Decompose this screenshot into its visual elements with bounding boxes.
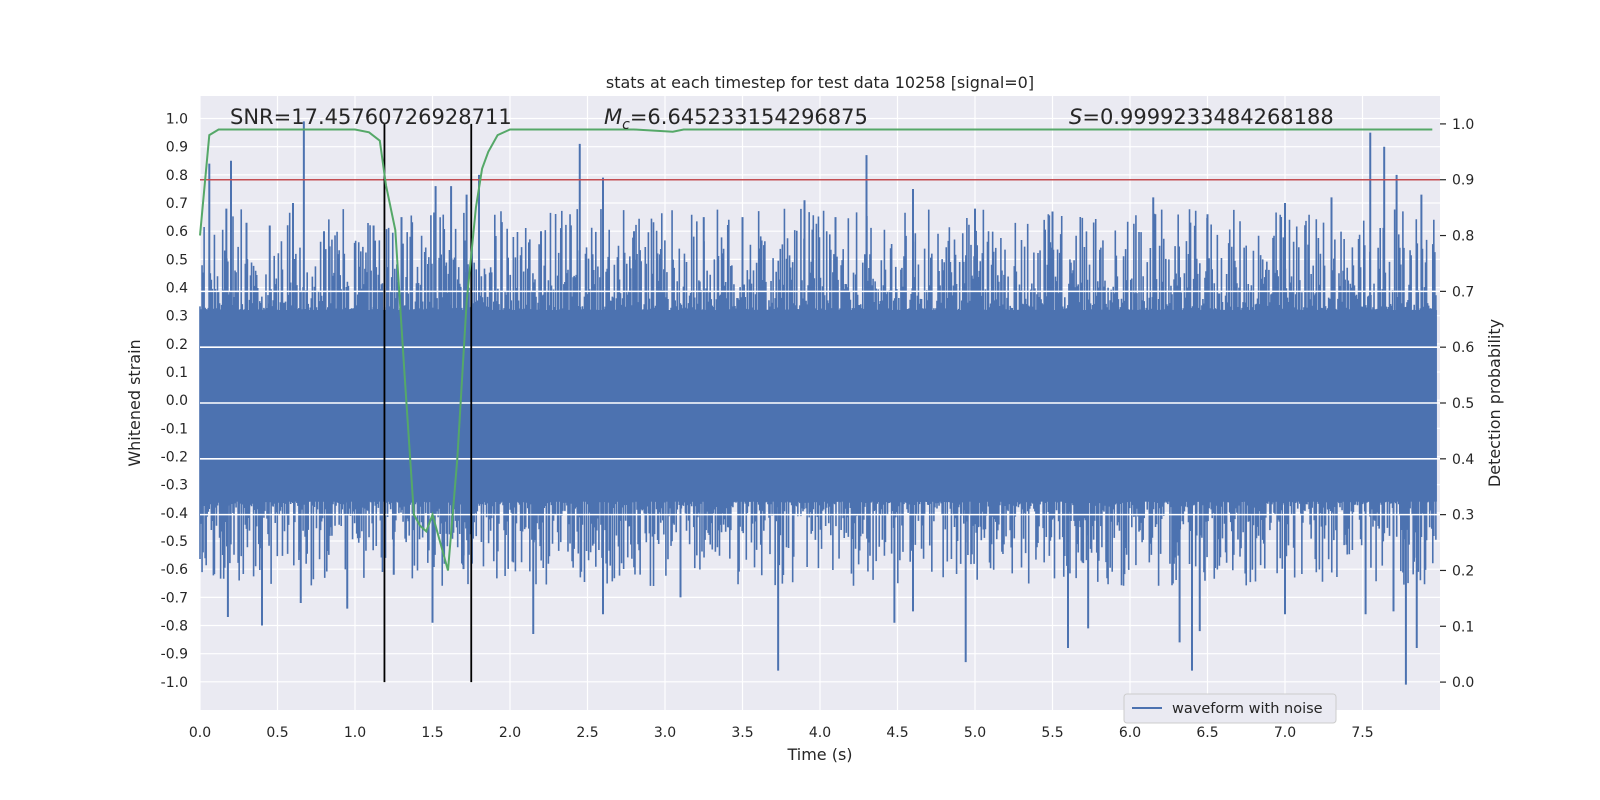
chirp-mass-value: =6.645233154296875 [630, 105, 868, 129]
y-right-tick-label: 0.7 [1452, 284, 1474, 300]
x-tick-label: 6.5 [1196, 725, 1218, 741]
y-right-tick-labels: 1.0 0.9 0.8 0.7 0.6 0.5 0.4 0.3 0.2 0.1 0.0 [1440, 117, 1474, 691]
y-right-tick-label: 0.4 [1452, 452, 1474, 468]
probability-line [199, 128, 1433, 571]
y-right-tick-label: 1.0 [1452, 117, 1474, 133]
y-left-tick-label: 0.5 [166, 252, 188, 268]
y-right-tick-label: 0.6 [1452, 340, 1474, 356]
y-right-tick-label: 0.9 [1452, 173, 1474, 189]
probability-series [199, 128, 1433, 571]
x-tick-label: 3.0 [654, 725, 676, 741]
y-left-tick-label: -0.3 [161, 478, 188, 494]
y-left-tick-label: 0.9 [166, 140, 188, 156]
y-right-tick-label: 0.1 [1452, 619, 1474, 635]
x-tick-label: 2.5 [576, 725, 598, 741]
legend-box [1123, 693, 1337, 724]
y-left-tick-label: 0.8 [166, 168, 188, 184]
y-left-tick-labels: 1.0 0.9 0.8 0.7 0.6 0.5 0.4 0.3 0.2 0.1 0.0 -0.1 -0.… [161, 112, 188, 691]
x-tick-label: 0.5 [266, 725, 288, 741]
chirp-mass-symbol: M [604, 105, 622, 129]
chirp-mass-subscript: c [622, 117, 630, 133]
y-left-tick-label: 0.1 [166, 365, 188, 381]
y-left-tick-label: -0.2 [161, 450, 188, 466]
chirp-mass-annotation: Mc=6.645233154296875 [604, 105, 868, 133]
y-left-tick-label: 0.0 [166, 393, 188, 409]
x-tick-label: 6.0 [1119, 725, 1141, 741]
y-right-tick-label: 0.3 [1452, 508, 1474, 524]
y-right-tick-label: 0.2 [1452, 563, 1474, 579]
x-tick-label: 1.5 [421, 725, 443, 741]
y-left-tick-label: 0.2 [166, 337, 188, 353]
y-left-tick-label: -0.5 [161, 534, 188, 550]
y-right-tick-label: 0.8 [1452, 229, 1474, 245]
s-value: =0.9999233484268188 [1082, 105, 1333, 129]
x-axis-label: Time (s) [786, 745, 852, 764]
y-right-tick-label: 0.5 [1452, 396, 1474, 412]
x-tick-label: 3.5 [731, 725, 753, 741]
snr-annotation: SNR=17.45760726928711 [230, 105, 512, 129]
x-tick-label: 5.0 [964, 725, 986, 741]
y-left-tick-label: -0.1 [161, 421, 188, 437]
waveform-core [200, 310, 1437, 502]
y-left-tick-label: -0.6 [161, 562, 188, 578]
x-tick-label: 4.0 [809, 725, 831, 741]
s-annotation: S=0.9999233484268188 [1069, 105, 1334, 129]
x-tick-label: 4.5 [886, 725, 908, 741]
y-left-tick-label: 0.6 [166, 224, 188, 240]
s-symbol: S [1069, 105, 1082, 129]
vertical-markers [383, 123, 473, 683]
y-right-tick-label: 0.0 [1452, 675, 1474, 691]
y-left-tick-label: 1.0 [166, 112, 188, 128]
y-left-tick-label: -0.7 [161, 590, 188, 606]
chart-title: stats at each timestep for test data 102… [606, 73, 1034, 92]
y-left-tick-label: -0.8 [161, 619, 188, 635]
y-left-tick-label: 0.7 [166, 196, 188, 212]
y-left-tick-label: -0.4 [161, 506, 188, 522]
x-tick-label: 5.5 [1041, 725, 1063, 741]
x-tick-label: 7.0 [1274, 725, 1296, 741]
x-tick-label: 2.0 [499, 725, 521, 741]
y-axis-left-label: Whitened strain [125, 339, 144, 466]
y-left-tick-label: 0.4 [166, 281, 188, 297]
x-tick-label: 0.0 [189, 725, 211, 741]
x-tick-label: 7.5 [1351, 725, 1373, 741]
legend-label: waveform with noise [1172, 701, 1323, 717]
y-axis-right-label: Detection probability [1485, 319, 1504, 487]
y-left-tick-label: 0.3 [166, 309, 188, 325]
x-tick-labels: 0.0 0.5 1.0 1.5 2.0 2.5 3.0 3.5 4.0 4.5 5.0 5.5 6.0 6… [189, 725, 1374, 741]
x-tick-label: 1.0 [344, 725, 366, 741]
y-left-tick-label: -1.0 [161, 675, 188, 691]
y-left-tick-label: -0.9 [161, 647, 188, 663]
legend: waveform with noise [1123, 693, 1337, 724]
